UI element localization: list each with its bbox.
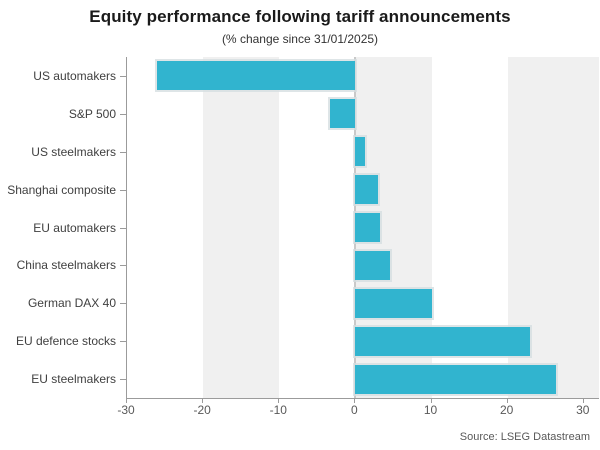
bar [355, 213, 381, 242]
x-axis-tick [126, 398, 127, 403]
y-axis-tick [120, 227, 126, 229]
shaded-band [203, 57, 280, 398]
category-label: S&P 500 [68, 106, 116, 121]
category-label: EU defence stocks [15, 334, 116, 349]
bar [330, 99, 356, 129]
x-axis-tick [278, 398, 280, 403]
category-label: Shanghai composite [7, 182, 116, 197]
x-tick-label: 20 [499, 403, 514, 417]
chart-subtitle: (% change since 31/01/2025) [221, 32, 379, 46]
x-axis-tick [354, 398, 356, 403]
x-tick-label: -20 [193, 403, 211, 417]
y-axis-tick [120, 75, 126, 77]
category-label: US steelmakers [31, 144, 116, 159]
y-axis-tick [120, 303, 126, 305]
category-label: EU automakers [33, 220, 116, 235]
source-note: Source: LSEG Datastream [459, 431, 590, 443]
bar [157, 61, 356, 91]
category-label: German DAX 40 [27, 296, 116, 311]
x-tick-label: 0 [351, 403, 358, 417]
bar [355, 175, 379, 205]
x-tick-label: 30 [576, 403, 590, 417]
bar [355, 364, 556, 394]
x-axis-tick [506, 398, 508, 403]
y-axis-tick [120, 151, 126, 153]
y-axis-tick [120, 341, 126, 343]
bar [355, 250, 390, 280]
category-label: US automakers [33, 68, 116, 83]
bar [355, 137, 366, 167]
x-axis-tick [202, 398, 204, 403]
x-axis-tick [582, 398, 584, 403]
bar [355, 326, 531, 356]
y-axis-tick [120, 265, 126, 267]
bar [355, 288, 432, 318]
x-tick-label: 10 [423, 403, 438, 417]
y-axis-tick [120, 189, 126, 191]
y-axis-tick [120, 113, 126, 115]
x-axis-tick [430, 398, 432, 403]
chart-title: Equity performance following tariff anno… [89, 7, 511, 26]
category-label: China steelmakers [16, 258, 116, 273]
x-tick-label: -30 [117, 403, 135, 417]
category-label: EU steelmakers [31, 372, 116, 387]
y-axis-tick [120, 379, 126, 381]
x-tick-label: -10 [269, 403, 287, 417]
plot-area [126, 57, 599, 399]
